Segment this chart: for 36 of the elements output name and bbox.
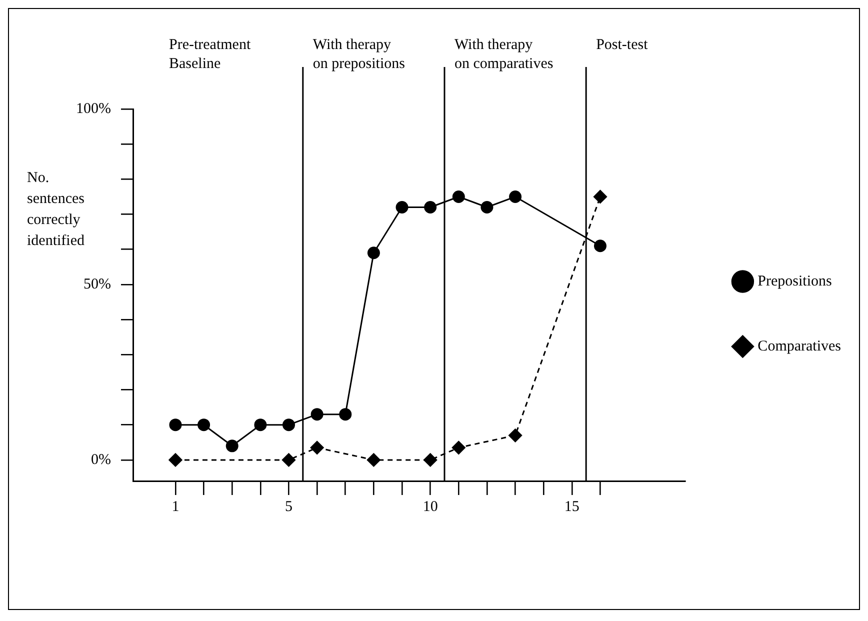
x-tick-label: 15 xyxy=(564,498,580,515)
point xyxy=(593,190,607,204)
point xyxy=(509,190,522,203)
point xyxy=(452,440,466,454)
x-tick-label: 1 xyxy=(172,498,180,515)
point xyxy=(168,453,182,467)
legend-label: Comparatives xyxy=(758,338,842,354)
point xyxy=(226,440,238,452)
point xyxy=(480,201,494,214)
text: With therapy on prepositions xyxy=(312,37,406,72)
point xyxy=(367,246,380,260)
point xyxy=(198,418,210,432)
text: Pre-treatment Baseline xyxy=(169,37,252,72)
point xyxy=(396,201,408,214)
text: With therapy on comparatives xyxy=(454,37,554,72)
point xyxy=(310,408,324,421)
y-tick-label: 0% xyxy=(91,452,111,468)
point xyxy=(424,201,437,214)
point xyxy=(254,418,267,432)
point xyxy=(282,418,295,432)
y-tick-label: 100% xyxy=(76,100,111,117)
legend-label: Prepositions xyxy=(758,273,832,290)
y-axis-title: No. sentences correctly identified xyxy=(27,170,85,249)
x-tick-label: 10 xyxy=(422,498,438,515)
point xyxy=(424,453,438,467)
point xyxy=(310,440,324,454)
point xyxy=(339,408,352,421)
point xyxy=(452,190,465,203)
point xyxy=(282,453,296,467)
y-tick-label: 50% xyxy=(84,276,111,292)
x-tick-label: 5 xyxy=(284,498,292,515)
text: Post-test xyxy=(596,37,649,53)
point xyxy=(366,453,380,467)
point xyxy=(594,240,606,252)
point xyxy=(508,428,522,442)
point xyxy=(169,418,182,432)
